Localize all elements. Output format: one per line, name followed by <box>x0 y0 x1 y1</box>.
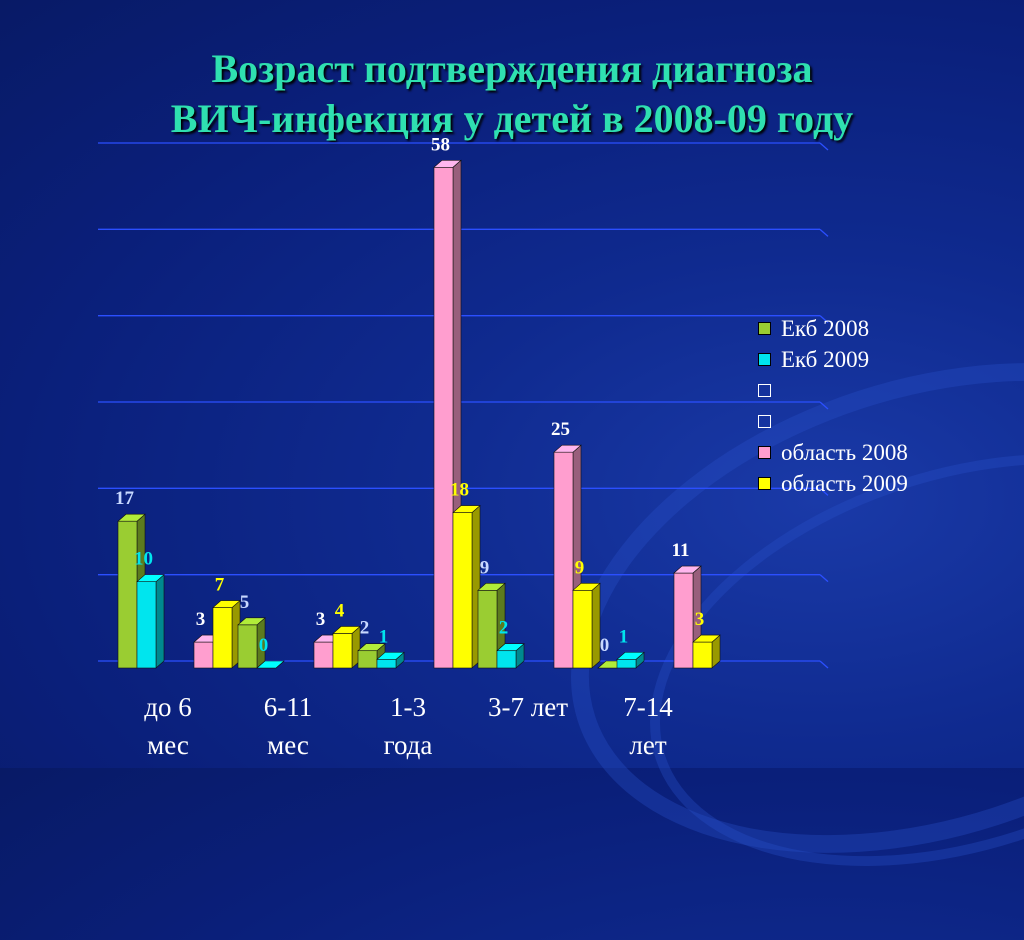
data-label: 1 <box>379 626 389 647</box>
bar-front <box>314 642 333 668</box>
data-label: 58 <box>431 134 450 155</box>
bar <box>617 652 644 668</box>
legend-item: Екб 2008 <box>758 313 988 344</box>
legend-item <box>758 406 988 437</box>
data-label: 5 <box>240 592 250 613</box>
data-label: 18 <box>450 480 469 501</box>
data-label: 0 <box>259 635 269 656</box>
gridline <box>820 575 828 582</box>
legend-swatch <box>758 477 771 490</box>
bar-front <box>434 167 453 668</box>
bar-front <box>333 633 352 668</box>
legend-item: область 2009 <box>758 468 988 499</box>
legend-swatch <box>758 353 771 366</box>
bar-front <box>118 521 137 668</box>
legend-item: Екб 2009 <box>758 344 988 375</box>
legend-label: Екб 2008 <box>781 313 869 344</box>
data-label: 1 <box>619 626 629 647</box>
bar-front <box>617 659 636 668</box>
bar <box>137 575 164 668</box>
data-label: 25 <box>551 419 570 440</box>
legend-swatch <box>758 384 771 397</box>
bar <box>497 644 524 668</box>
legend-swatch <box>758 415 771 428</box>
bar-front <box>478 590 497 668</box>
bar-front <box>194 642 213 668</box>
gridline <box>820 661 828 668</box>
data-label: 2 <box>499 618 509 639</box>
bar <box>573 583 600 668</box>
data-label: 4 <box>335 600 345 621</box>
bar-front <box>554 452 573 668</box>
bar-front <box>573 590 592 668</box>
legend-item: область 2008 <box>758 437 988 468</box>
bar <box>453 506 480 668</box>
bar-front <box>674 573 693 668</box>
category-label: 3-7 лет <box>488 692 568 722</box>
legend-swatch <box>758 446 771 459</box>
legend-label: область 2008 <box>781 437 908 468</box>
bar-side <box>156 575 164 668</box>
data-label: 17 <box>115 488 135 509</box>
data-label: 2 <box>360 618 370 639</box>
bar-front <box>497 651 516 668</box>
legend-label: область 2009 <box>781 468 908 499</box>
bar <box>333 626 360 668</box>
legend-label: Екб 2009 <box>781 344 869 375</box>
bar-front <box>137 582 156 668</box>
data-label: 3 <box>316 609 326 630</box>
bar <box>693 635 720 668</box>
bar-front <box>377 659 396 668</box>
bar-front <box>693 642 712 668</box>
bar-front <box>358 651 377 668</box>
bar-front <box>213 608 232 668</box>
bar <box>213 601 240 668</box>
bars <box>118 160 720 668</box>
legend-item <box>758 375 988 406</box>
data-label: 10 <box>134 549 153 570</box>
bar-front <box>453 513 472 668</box>
data-label: 3 <box>196 609 206 630</box>
data-label: 9 <box>480 557 490 578</box>
data-label: 11 <box>672 540 690 561</box>
data-label: 3 <box>695 609 705 630</box>
data-label: 7 <box>215 575 225 596</box>
bar-front <box>238 625 257 668</box>
gridline <box>820 229 828 236</box>
data-label: 0 <box>600 635 610 656</box>
data-label: 9 <box>575 557 585 578</box>
legend-swatch <box>758 322 771 335</box>
gridline <box>820 143 828 150</box>
